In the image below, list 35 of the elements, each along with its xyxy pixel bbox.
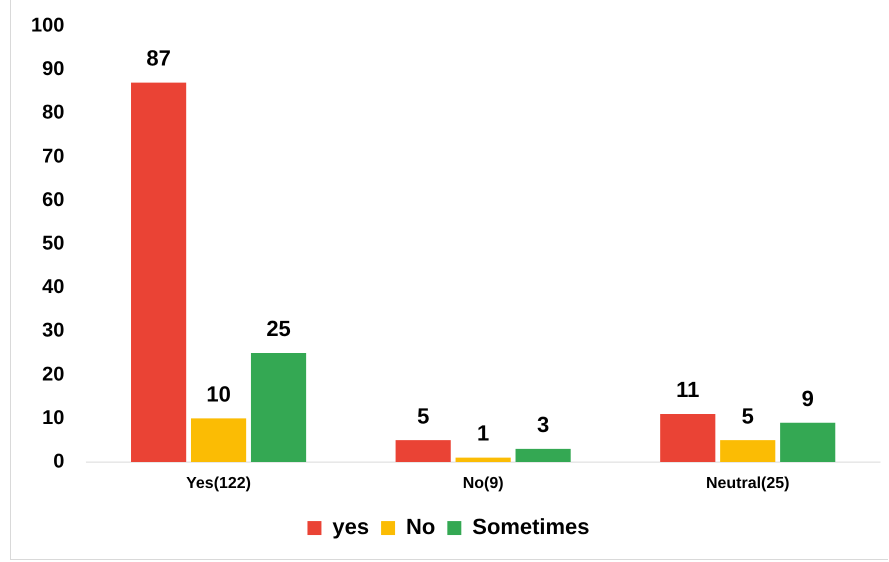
legend-label: No [406,514,436,540]
bar [660,414,716,462]
data-label: 11 [676,377,700,402]
bar [456,458,511,462]
data-label: 10 [206,381,231,406]
x-tick-label: Yes(122) [186,474,251,492]
y-tick-label: 100 [30,14,64,36]
y-tick-label: 40 [42,276,64,298]
data-label: 25 [266,316,291,342]
bar [516,448,571,462]
legend-label: yes [332,514,370,540]
x-tick-label: No(9) [462,474,504,492]
bar [131,82,186,462]
bar [250,352,306,462]
y-tick-label: 30 [42,320,64,342]
y-tick-label: 0 [53,450,64,472]
bar [720,440,776,462]
y-tick-label: 60 [42,188,64,211]
bar [396,440,451,462]
legend-label: Sometimes [472,514,590,540]
y-tick-label: 90 [42,58,64,80]
y-tick-label: 50 [42,232,64,254]
y-tick-label: 80 [42,102,64,124]
data-label: 87 [146,46,171,71]
data-label: 9 [802,386,814,411]
y-tick-label: 10 [42,406,64,429]
bar [780,422,836,462]
data-label: 5 [742,403,754,428]
data-label: 3 [537,412,550,437]
data-label: 1 [477,420,490,446]
data-label: 5 [417,403,430,428]
x-tick-label: Neutral(25) [706,474,790,492]
bar [190,418,246,462]
y-tick-label: 70 [42,145,64,168]
y-tick-label: 20 [42,363,64,386]
